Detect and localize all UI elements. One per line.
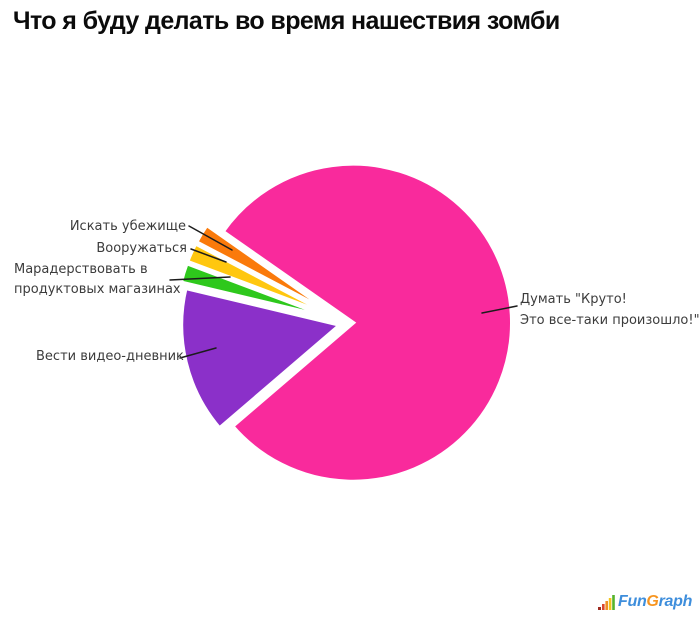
logo-bar: [602, 604, 605, 610]
logo-bar: [608, 598, 612, 610]
label-think-line1: Думать "Круто!: [520, 292, 627, 307]
pie-slice-diary: [179, 285, 345, 432]
chart-title: Что я буду делать во время нашествия зом…: [13, 7, 560, 35]
logo-bar: [605, 601, 608, 610]
leader-line-think: [481, 305, 518, 314]
label-think-line2: Это все-таки произошло!": [520, 313, 700, 328]
label-think: Думать "Круто! Это все-таки произошло!": [520, 289, 700, 331]
leader-line-loot: [169, 276, 231, 281]
label-shelter: Искать убежище: [69, 219, 186, 234]
logo-bar: [612, 595, 615, 610]
logo-g: G: [646, 593, 659, 610]
pie-slice-think: [219, 161, 514, 484]
logo-fun: Fun: [618, 593, 647, 610]
leader-line-arm: [190, 248, 227, 263]
label-loot: Марадерствовать в продуктовых магазинах: [14, 260, 181, 300]
label-diary: Вести видео-дневник: [36, 349, 184, 364]
leader-line-diary: [179, 347, 217, 359]
label-arm: Вооружаться: [96, 241, 187, 256]
leader-line-shelter: [188, 225, 233, 251]
logo-raph: raph: [658, 593, 693, 610]
fungraph-logo: FunGraph: [598, 589, 692, 611]
fungraph-bars-icon: [598, 595, 615, 610]
label-loot-line2: продуктовых магазинах: [14, 282, 181, 297]
label-loot-line1: Марадерствовать в: [14, 262, 148, 277]
fungraph-wordmark: FunGraph: [618, 593, 692, 611]
